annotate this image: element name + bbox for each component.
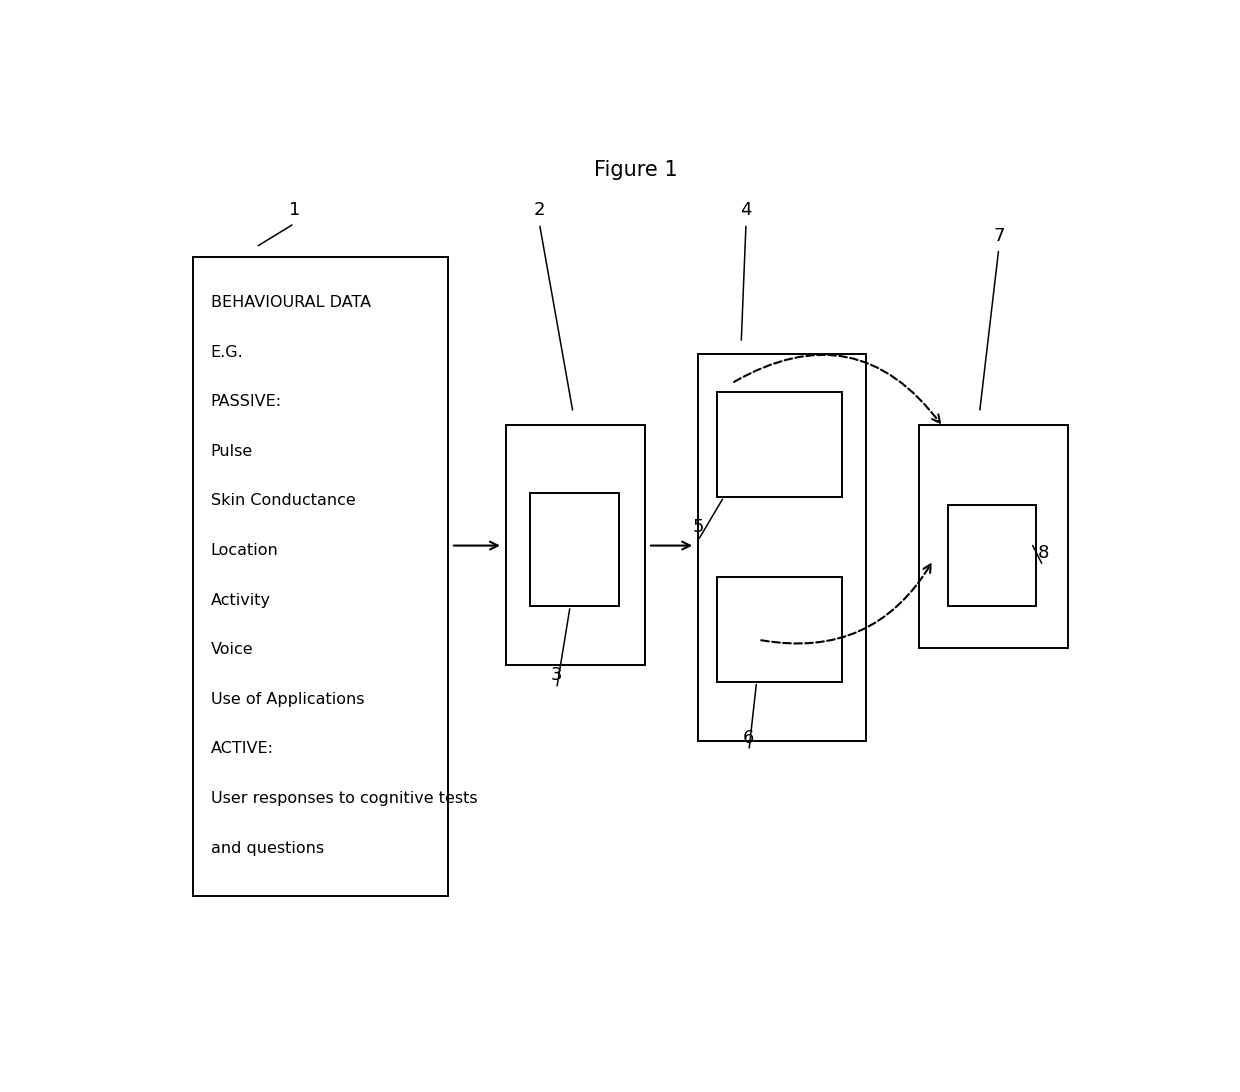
Text: 7: 7: [993, 226, 1004, 245]
Text: Location: Location: [211, 543, 279, 558]
Text: ACTIVE:: ACTIVE:: [211, 741, 274, 757]
Text: and questions: and questions: [211, 841, 324, 856]
Text: BEHAVIOURAL DATA: BEHAVIOURAL DATA: [211, 295, 371, 310]
Bar: [529, 492, 619, 606]
Text: 8: 8: [1038, 544, 1049, 561]
Text: Use of Applications: Use of Applications: [211, 692, 365, 707]
Text: Voice: Voice: [211, 642, 253, 657]
Bar: [717, 577, 842, 681]
Text: 4: 4: [740, 201, 751, 219]
Text: 5: 5: [692, 519, 704, 536]
Text: 2: 2: [533, 201, 546, 219]
Text: 6: 6: [743, 728, 755, 747]
Bar: [193, 257, 448, 897]
Text: Figure 1: Figure 1: [594, 161, 677, 180]
Text: 1: 1: [289, 201, 300, 219]
Text: User responses to cognitive tests: User responses to cognitive tests: [211, 791, 477, 806]
Text: 3: 3: [551, 666, 563, 685]
Bar: [947, 506, 1037, 606]
Text: Pulse: Pulse: [211, 443, 253, 459]
Text: Skin Conductance: Skin Conductance: [211, 494, 356, 509]
Bar: [919, 425, 1068, 649]
Bar: [717, 392, 842, 497]
Text: E.G.: E.G.: [211, 345, 243, 359]
Bar: [698, 354, 866, 740]
Bar: [506, 426, 645, 665]
Text: PASSIVE:: PASSIVE:: [211, 394, 281, 410]
Text: Activity: Activity: [211, 593, 270, 607]
